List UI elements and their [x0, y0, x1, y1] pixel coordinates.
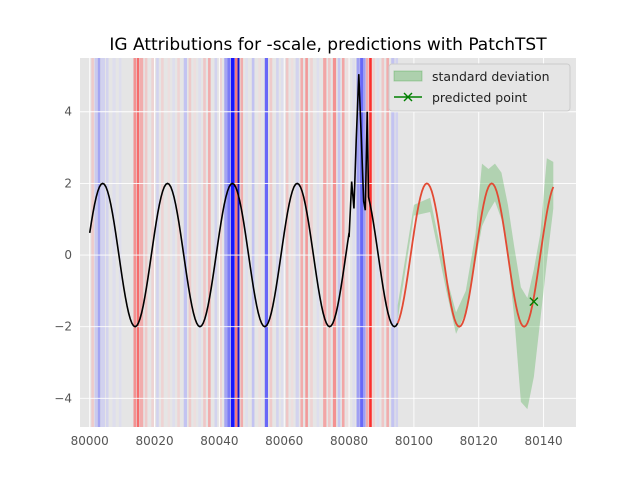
- attribution-band-14: [167, 58, 171, 427]
- legend: standard deviation predicted point: [388, 63, 571, 112]
- attribution-band-39: [290, 58, 294, 427]
- attribution-band-36: [276, 58, 279, 427]
- attribution-band-18: [188, 58, 192, 427]
- attribution-band-23: [214, 58, 218, 427]
- x-tick-label-4: 80080: [330, 434, 368, 448]
- attribution-band-46: [328, 58, 331, 427]
- attribution-band-21: [203, 58, 206, 427]
- attribution-band-24: [219, 58, 222, 427]
- attribution-band-40: [295, 58, 299, 427]
- attribution-band-19: [193, 58, 197, 427]
- tick-labels: 80000 80020 80040 80060 80080 80100 80120 80140…: [54, 105, 562, 448]
- attribution-band-10: [144, 58, 148, 427]
- x-tick-label-7: 80140: [524, 434, 562, 448]
- attribution-band-22: [208, 58, 211, 427]
- attribution-band-32: [251, 58, 255, 427]
- legend-std-label: standard deviation: [432, 69, 550, 84]
- attribution-band-58: [376, 58, 380, 427]
- attribution-band-47: [332, 58, 337, 427]
- attribution-band-1: [94, 58, 98, 427]
- attribution-band-30: [240, 58, 244, 427]
- attribution-band-51: [352, 58, 355, 427]
- attribution-band-20: [198, 58, 201, 427]
- legend-predicted-label: predicted point: [432, 90, 527, 105]
- attribution-band-62: [395, 58, 399, 427]
- attribution-band-17: [183, 58, 187, 427]
- attribution-band-13: [161, 58, 164, 427]
- y-tick-label-1: −2: [54, 320, 72, 334]
- y-tick-label-4: 4: [64, 105, 72, 119]
- attribution-band-55: [365, 58, 369, 427]
- attribution-band-3: [101, 58, 105, 427]
- attribution-band-2: [97, 58, 101, 427]
- legend-x-marker-icon: [403, 92, 413, 102]
- attribution-band-57: [372, 58, 376, 427]
- x-tick-label-0: 80000: [71, 434, 109, 448]
- plot-area: [80, 58, 576, 427]
- attribution-band-7: [133, 58, 137, 427]
- x-tick-label-2: 80040: [200, 434, 238, 448]
- attribution-band-34: [264, 58, 269, 427]
- legend-frame: [388, 63, 571, 112]
- attribution-band-53: [360, 58, 364, 427]
- attribution-band-60: [386, 58, 389, 427]
- attribution-band-8: [136, 58, 140, 427]
- attribution-band-16: [177, 58, 180, 427]
- chart-title: IG Attributions for -scale, predictions …: [109, 35, 547, 55]
- attribution-band-4: [105, 58, 109, 427]
- attribution-band-9: [139, 58, 144, 427]
- attribution-band-44: [316, 58, 320, 427]
- attribution-band-54: [363, 58, 366, 427]
- predicted-point-stroke-b: [529, 297, 539, 307]
- predicted-point-marker: [529, 297, 539, 307]
- attribution-band-33: [258, 58, 261, 427]
- attribution-band-48: [337, 58, 341, 427]
- series-lines: [88, 74, 555, 328]
- x-tick-label-5: 80100: [395, 434, 433, 448]
- forecast-series-line: [396, 182, 555, 328]
- attribution-band-42: [305, 58, 308, 427]
- attribution-band-12: [156, 58, 159, 427]
- attribution-band-38: [285, 58, 289, 427]
- y-tick-label-3: 2: [64, 176, 72, 190]
- y-tick-label-0: −4: [54, 391, 72, 405]
- attribution-band-0: [91, 58, 94, 427]
- attribution-band-15: [172, 58, 175, 427]
- attribution-band-49: [341, 58, 345, 427]
- attribution-band-59: [381, 58, 385, 427]
- legend-std-swatch: [393, 70, 423, 82]
- y-tick-label-2: 0: [64, 248, 72, 262]
- x-tick-label-6: 80120: [460, 434, 498, 448]
- history-series-line: [88, 74, 399, 328]
- x-tick-label-1: 80020: [135, 434, 173, 448]
- attribution-band-25: [224, 58, 228, 427]
- attribution-band-41: [300, 58, 304, 427]
- attribution-band-5: [112, 58, 116, 427]
- attribution-band-27: [230, 58, 235, 427]
- attribution-band-28: [234, 58, 238, 427]
- attribution-band-52: [356, 58, 360, 427]
- attribution-band-6: [118, 58, 122, 427]
- attribution-band-26: [227, 58, 231, 427]
- attribution-band-45: [323, 58, 327, 427]
- attribution-band-56: [369, 58, 372, 427]
- attribution-band-29: [237, 58, 240, 427]
- attribution-band-61: [391, 58, 395, 427]
- x-tick-label-3: 80060: [265, 434, 303, 448]
- attribution-band-35: [269, 58, 273, 427]
